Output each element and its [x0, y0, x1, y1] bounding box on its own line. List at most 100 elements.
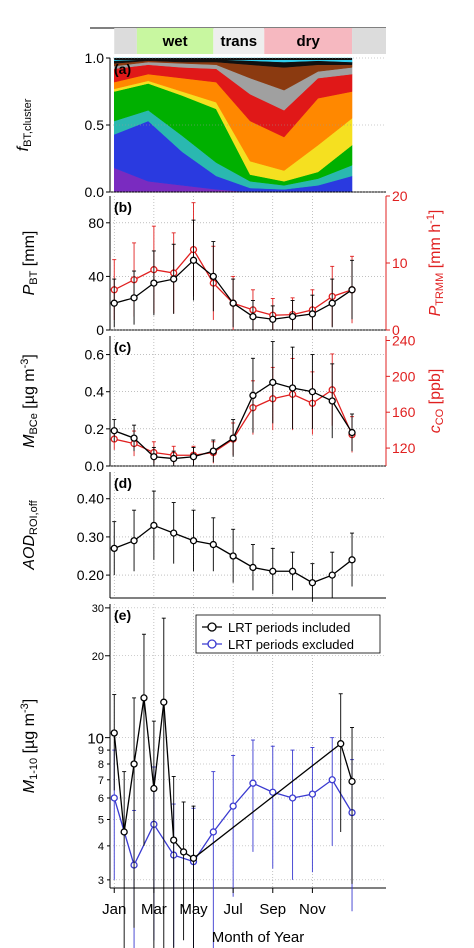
- y-tick-label: 0.20: [77, 567, 104, 583]
- p-bt-point: [269, 315, 277, 323]
- y-tick-label: 30: [92, 603, 104, 615]
- y-tick-label: 9: [98, 745, 104, 757]
- aod-point: [209, 540, 217, 549]
- aod-point: [288, 567, 297, 575]
- aod-point: [308, 579, 317, 587]
- y-tick-label: 7: [98, 775, 104, 787]
- aod-point: [249, 563, 257, 572]
- p-bt-point: [150, 279, 158, 287]
- p-bt-point: [288, 312, 297, 321]
- x-tick-label: Mar: [141, 901, 167, 918]
- lrt-included-point: [170, 836, 178, 844]
- y2-tick-label: 20: [392, 188, 408, 204]
- y-tick-label: 8: [98, 759, 104, 771]
- y-axis-label: cCO [ppb]: [427, 369, 446, 434]
- p-bt-point: [130, 294, 138, 302]
- y-tick-label: 0.4: [85, 384, 105, 400]
- season-label: wet: [162, 33, 188, 50]
- y-axis-label: M1-10 [µg m-3]: [19, 699, 40, 793]
- m-bce-point: [348, 428, 356, 437]
- lrt-included-point: [130, 760, 138, 768]
- panel-label: (a): [114, 61, 131, 77]
- y2-tick-label: 160: [392, 404, 416, 420]
- y-tick-label: 40: [88, 268, 104, 284]
- x-tick-label: Jul: [224, 901, 243, 918]
- m-bce-point: [110, 427, 118, 435]
- y-tick-label: 6: [98, 793, 104, 805]
- p-bt-point: [110, 299, 118, 307]
- p-bt-point: [229, 299, 237, 307]
- season-block: [264, 28, 353, 54]
- season-block: [114, 28, 137, 54]
- y-tick-label: 4: [98, 841, 104, 853]
- y-tick-label: 0.40: [77, 491, 104, 507]
- m-bce-point: [249, 391, 257, 400]
- x-tick-label: Nov: [299, 901, 326, 918]
- y-tick-label: 0.5: [85, 117, 105, 133]
- x-tick-label: Jan: [102, 901, 126, 918]
- cluster-area-top: [114, 58, 353, 60]
- p-bt-point: [328, 299, 336, 307]
- y-axis-label: PTRMM [mm h-1]: [425, 210, 446, 317]
- y-tick-label: 80: [88, 215, 104, 231]
- y-tick-label: 0.30: [77, 529, 104, 545]
- m-bce-point: [150, 453, 158, 461]
- y-tick-label: 0.0: [85, 458, 105, 474]
- y-tick-label: 20: [92, 651, 104, 663]
- season-block: [352, 28, 386, 54]
- legend-swatch-marker: [207, 622, 217, 632]
- panel-label: (d): [114, 475, 132, 491]
- y2-tick-label: 200: [392, 368, 416, 384]
- lrt-excluded-point: [328, 776, 336, 784]
- aod-point: [170, 529, 178, 537]
- m-bce-point: [308, 388, 317, 396]
- y-tick-label: 0.2: [85, 421, 105, 437]
- y-axis-label: fBT,cluster: [15, 98, 34, 151]
- lrt-included-point: [189, 854, 198, 862]
- x-tick-label: Sep: [259, 901, 286, 918]
- y-tick-label: 0.6: [85, 347, 105, 363]
- lrt-excluded-point: [269, 788, 277, 796]
- lrt-included-point: [348, 777, 356, 786]
- aod-point: [150, 521, 158, 530]
- m-bce-point: [269, 378, 277, 387]
- p-bt-point: [249, 312, 257, 321]
- aod-point: [229, 552, 237, 560]
- y2-tick-label: 240: [392, 332, 416, 348]
- panel-label: (c): [114, 339, 131, 355]
- lrt-included-point: [160, 698, 168, 706]
- y2-tick-label: 0: [392, 322, 400, 338]
- y-axis-label: PBT [mm]: [21, 231, 40, 296]
- y2-tick-label: 120: [392, 440, 416, 456]
- lrt-included-point: [140, 694, 148, 702]
- y-axis-label: AODROI,off: [21, 499, 40, 570]
- p-bt-point: [348, 286, 356, 294]
- season-block: [136, 28, 214, 54]
- aod-point: [110, 544, 118, 553]
- season-label: dry: [296, 33, 320, 50]
- y2-tick-label: 10: [392, 255, 408, 271]
- m-bce-point: [170, 454, 178, 463]
- p-bt-point: [308, 310, 317, 318]
- legend-entry: LRT periods excluded: [228, 637, 354, 652]
- season-label: trans: [220, 33, 257, 50]
- lrt-included-point: [150, 784, 158, 793]
- x-tick-label: May: [179, 901, 208, 918]
- y-tick-label: 10: [87, 731, 104, 748]
- aod-point: [130, 537, 138, 545]
- lrt-excluded-point: [308, 790, 317, 798]
- m-bce-point: [328, 397, 336, 405]
- lrt-included-point: [179, 848, 188, 856]
- y-tick-label: 1.0: [85, 50, 105, 66]
- lrt-excluded-point: [209, 828, 217, 836]
- panel-label: (e): [114, 607, 131, 623]
- lrt-included-point: [120, 828, 128, 836]
- aod-point: [189, 537, 198, 545]
- lrt-excluded-point: [110, 794, 118, 802]
- m-bce-point: [130, 434, 138, 442]
- aod-point: [269, 567, 277, 575]
- p-bt-point: [170, 275, 178, 283]
- lrt-included-point: [337, 740, 345, 748]
- lrt-excluded-point: [249, 779, 257, 787]
- m-bce-point: [288, 384, 297, 392]
